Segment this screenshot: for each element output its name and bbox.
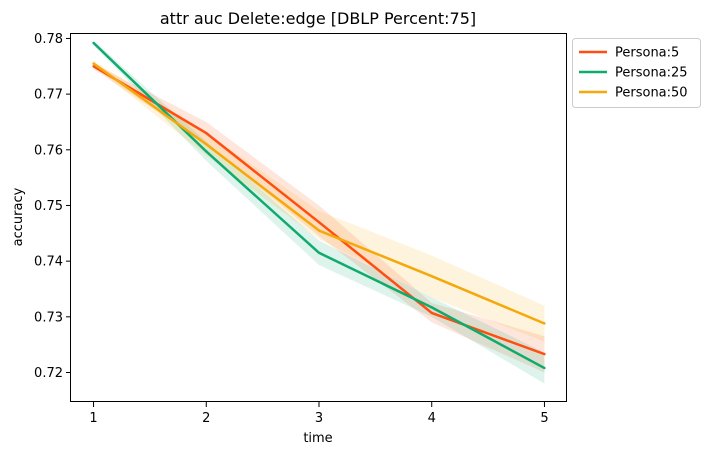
- x-tick-label: 2: [202, 411, 210, 426]
- x-axis-label: time: [303, 431, 332, 446]
- legend-label-1: Persona:5: [615, 46, 679, 61]
- data-point: [317, 229, 321, 232]
- confidence-band-series-1: [93, 63, 545, 373]
- data-point: [92, 65, 95, 68]
- data-point: [543, 366, 546, 370]
- y-tick-label: 0.77: [34, 88, 63, 103]
- y-tick-label: 0.75: [34, 199, 63, 214]
- data-point: [92, 62, 95, 65]
- y-tick-label: 0.76: [34, 143, 63, 158]
- data-point: [92, 41, 95, 45]
- data-point: [205, 143, 208, 146]
- data-point: [430, 274, 433, 278]
- data-point: [543, 322, 546, 325]
- x-tick-label: 4: [428, 411, 436, 426]
- data-point: [205, 150, 208, 153]
- y-tick-label: 0.73: [34, 310, 63, 325]
- y-tick-label: 0.72: [34, 366, 63, 381]
- y-axis-label: accuracy: [11, 187, 26, 246]
- confidence-bands: [93, 40, 545, 384]
- data-point: [205, 131, 208, 135]
- data-point: [317, 251, 321, 254]
- legend-label-3: Persona:50: [615, 86, 688, 101]
- data-point: [430, 306, 433, 309]
- x-tick-label: 5: [540, 411, 548, 426]
- chart-title: attr auc Delete:edge [DBLP Percent:75]: [160, 9, 476, 28]
- x-axis: 1 2 3 4 5: [89, 402, 549, 426]
- x-tick-label: 1: [89, 411, 97, 426]
- x-tick-label: 3: [315, 411, 323, 426]
- y-axis: 0.72 0.73 0.74 0.75 0.76 0.77 0.78: [34, 32, 71, 381]
- legend-label-2: Persona:25: [615, 66, 688, 81]
- confidence-band-series-3: [93, 60, 545, 342]
- data-point: [543, 352, 546, 356]
- y-tick-label: 0.78: [34, 32, 63, 47]
- confidence-band-series-2: [93, 40, 545, 384]
- data-point: [317, 220, 321, 224]
- y-tick-label: 0.74: [34, 255, 63, 270]
- legend: Persona:5 Persona:25 Persona:50: [572, 38, 701, 108]
- data-point: [430, 311, 433, 315]
- plot-frame: [70, 33, 567, 402]
- series-lines: [92, 41, 546, 370]
- legend-frame: [572, 38, 701, 108]
